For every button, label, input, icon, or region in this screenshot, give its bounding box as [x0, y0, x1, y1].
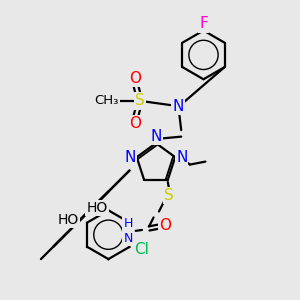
Text: N: N	[176, 150, 188, 165]
Text: F: F	[199, 16, 208, 32]
Text: HO: HO	[58, 213, 79, 227]
Text: N: N	[124, 150, 136, 165]
Text: O: O	[129, 116, 141, 131]
Text: O: O	[129, 71, 141, 86]
Text: H
N: H N	[123, 217, 133, 245]
Text: CH₃: CH₃	[95, 94, 119, 107]
Text: N: N	[150, 129, 162, 144]
Text: S: S	[164, 188, 174, 203]
Text: HO: HO	[86, 201, 108, 215]
Text: S: S	[135, 94, 145, 109]
Text: N: N	[172, 99, 184, 114]
Text: O: O	[159, 218, 171, 233]
Text: Cl: Cl	[134, 242, 149, 257]
